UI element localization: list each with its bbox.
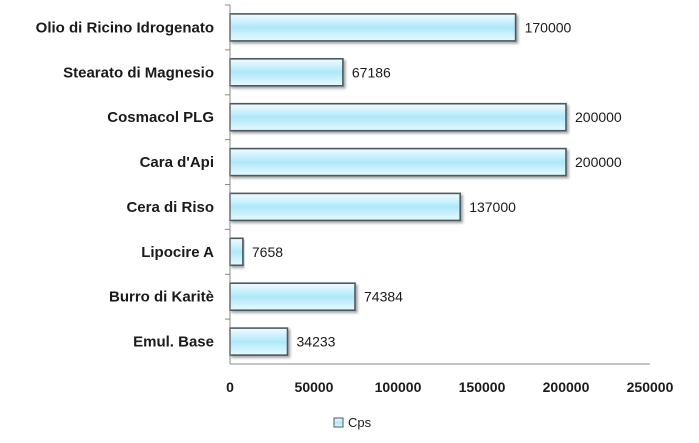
x-tick-label: 0 <box>226 379 234 395</box>
x-tick-label: 200000 <box>543 379 590 395</box>
data-label: 200000 <box>575 154 622 170</box>
category-label: Cara d'Api <box>140 154 214 171</box>
category-label: Lipocire A <box>141 244 214 261</box>
labels-group: Olio di Ricino Idrogenato 170000 Stearato … <box>36 19 622 350</box>
bar-3 <box>229 147 567 177</box>
category-label: Burro di Karitè <box>109 289 214 306</box>
x-tick-label: 250000 <box>627 379 674 395</box>
data-label: 34233 <box>297 334 336 350</box>
data-label: 74384 <box>364 289 403 305</box>
data-label: 137000 <box>469 199 516 215</box>
bar-1 <box>229 57 344 87</box>
bar-5 <box>229 237 244 267</box>
bar-4 <box>229 192 461 222</box>
category-label: Cosmacol PLG <box>107 109 214 126</box>
bar-7 <box>229 327 289 356</box>
x-tick-label: 100000 <box>375 379 422 395</box>
bar-2 <box>229 102 567 132</box>
bar-6 <box>229 282 356 312</box>
data-label: 200000 <box>575 109 622 125</box>
data-label: 67186 <box>352 64 391 80</box>
legend: Cps <box>333 415 372 430</box>
axes-group: 0 50000 100000 150000 200000 250000 <box>225 4 674 395</box>
category-label: Olio di Ricino Idrogenato <box>36 19 214 36</box>
data-label: 7658 <box>252 244 283 260</box>
x-tick-label: 150000 <box>459 379 506 395</box>
legend-swatch <box>333 417 344 428</box>
category-label: Emul. Base <box>133 334 214 351</box>
x-tick-label: 50000 <box>295 379 334 395</box>
legend-label: Cps <box>348 415 372 430</box>
category-label: Stearato di Magnesio <box>63 64 214 81</box>
bars-group <box>229 13 567 356</box>
category-label: Cera di Riso <box>126 199 214 216</box>
bar-0 <box>229 13 517 42</box>
data-label: 170000 <box>525 19 572 35</box>
